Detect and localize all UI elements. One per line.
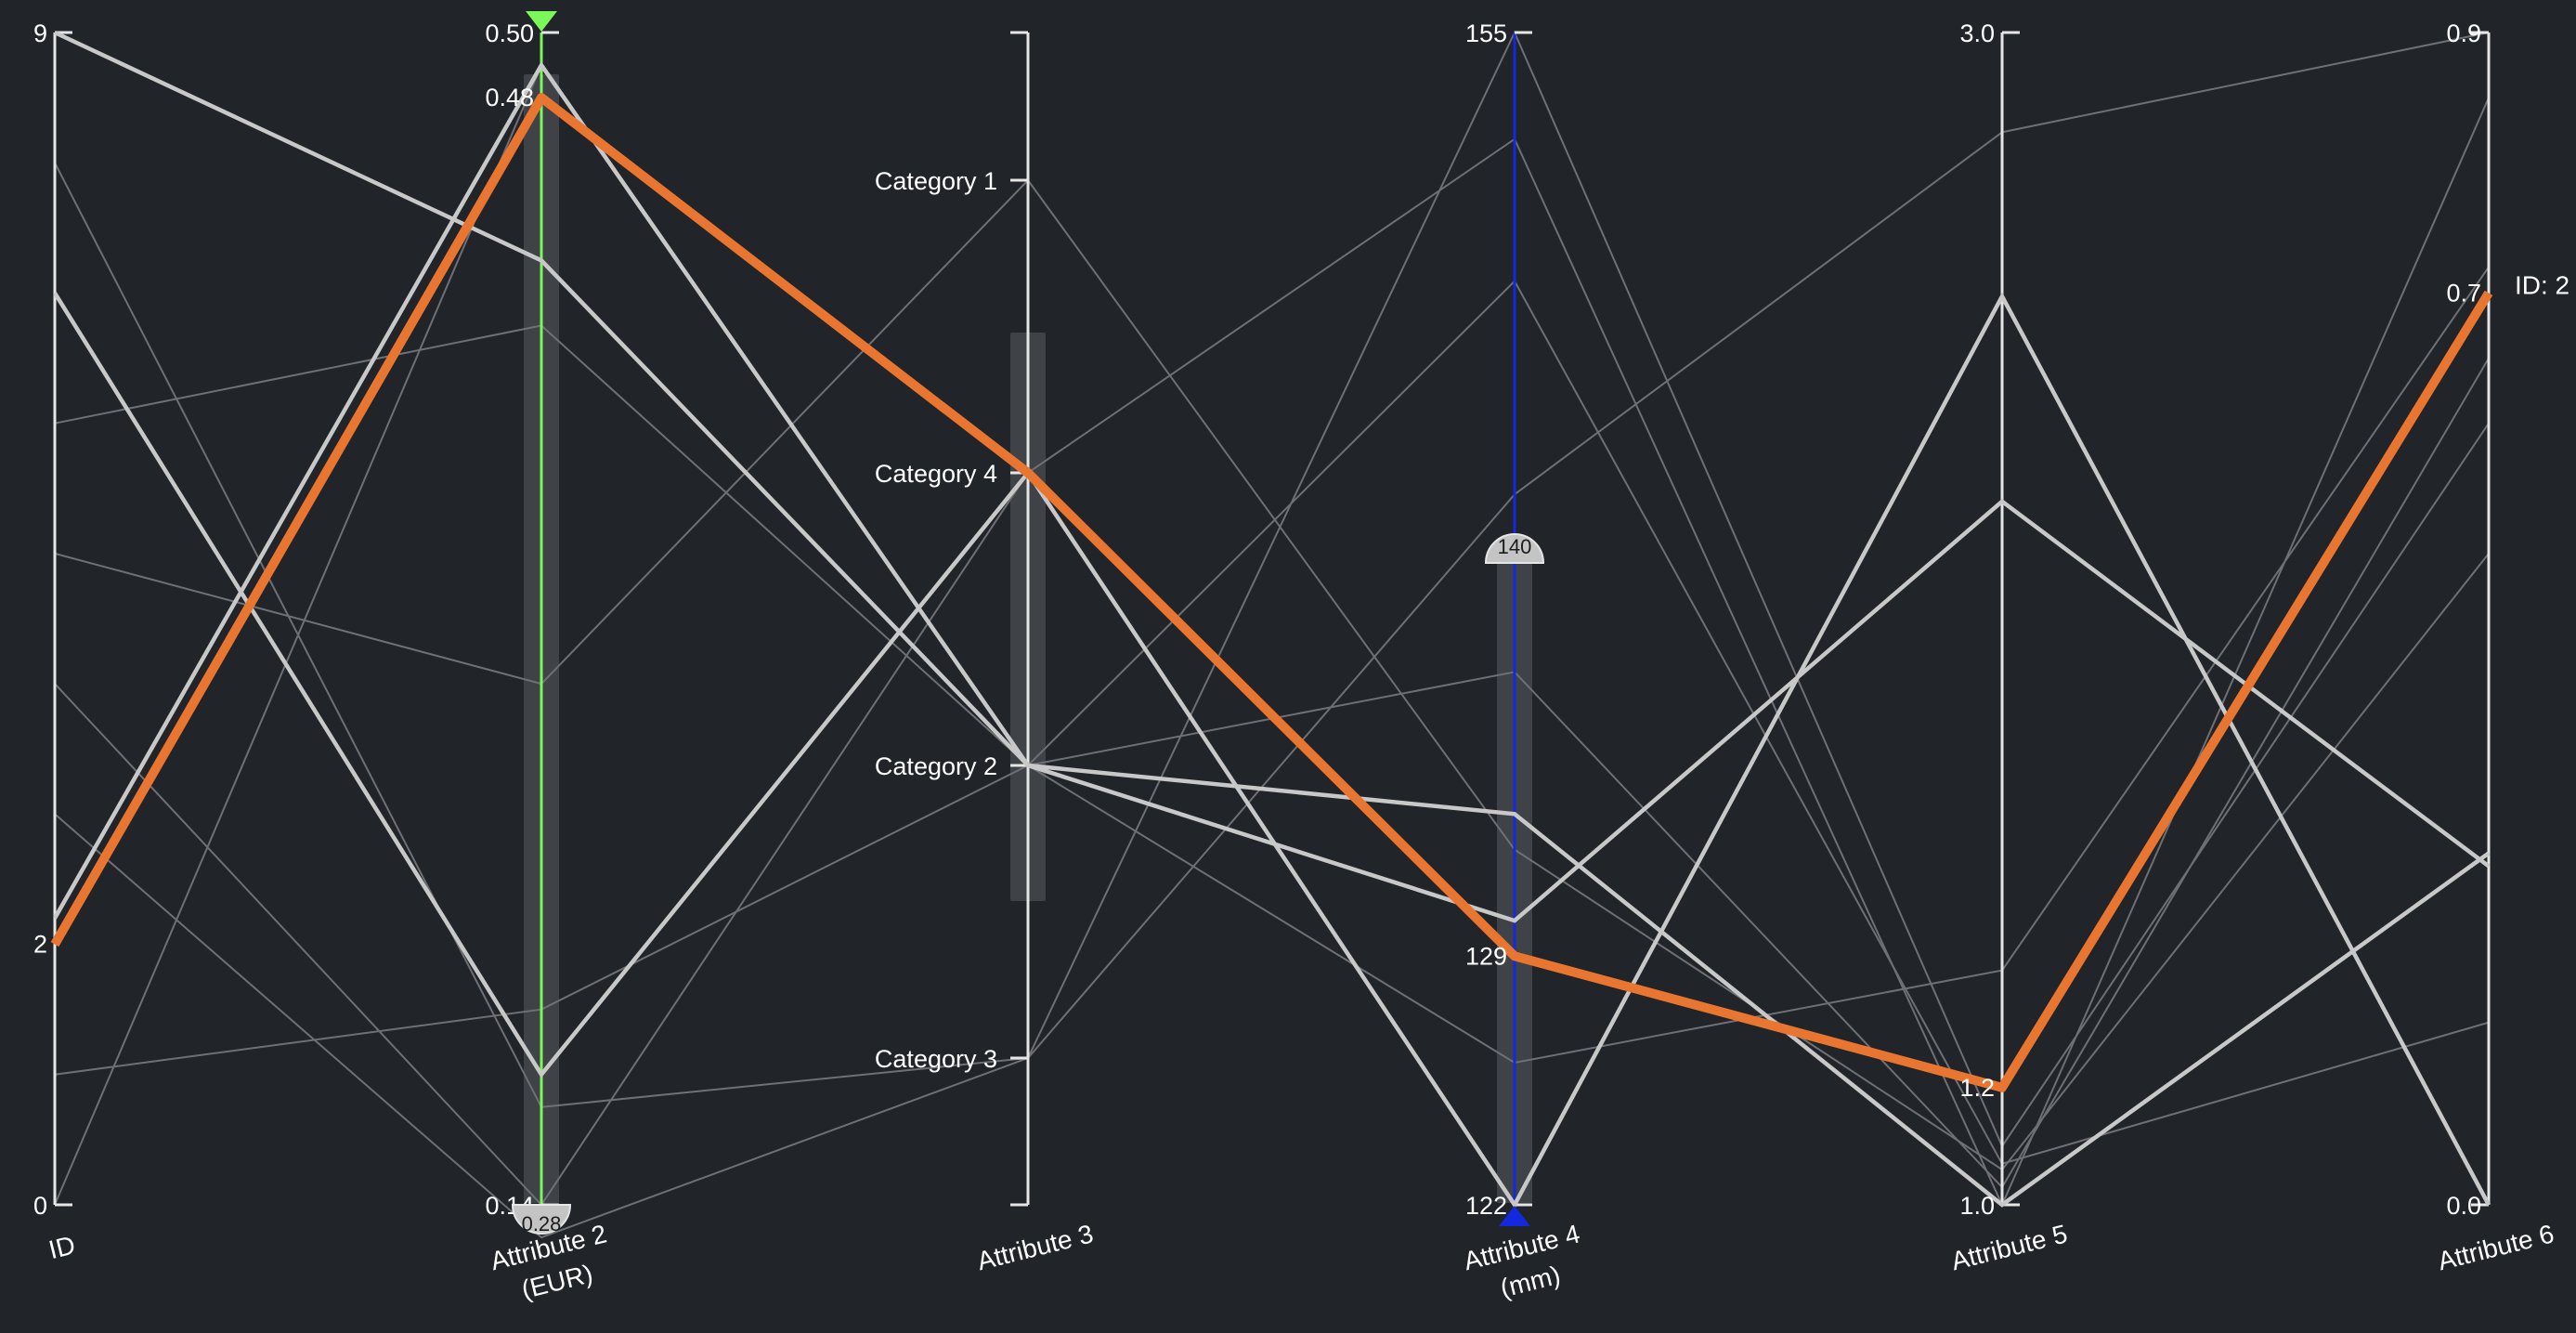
context-line-2: [54, 178, 2490, 1171]
a5-tick-label: 3.0: [1959, 20, 1995, 47]
category-label: Category 4: [875, 460, 997, 488]
category-label: Category 2: [875, 752, 997, 780]
id-tick-label: 0: [33, 1192, 47, 1220]
highlight-value-label: 1.2: [1959, 1074, 1995, 1102]
context-line-0: [54, 32, 2490, 1108]
context-lines: [54, 30, 2490, 1239]
a6-axis-title: Attribute 6: [2435, 1219, 2556, 1275]
a3-axis-title: Attribute 3: [974, 1219, 1096, 1275]
category-label: Category 3: [875, 1045, 997, 1073]
context-line-1: [54, 280, 2490, 1165]
axis-title-line: Attribute 4: [1461, 1219, 1582, 1275]
a4-tick-label: 122: [1465, 1192, 1507, 1220]
a6-tick-label: 0.0: [2446, 1192, 2481, 1220]
attribute-4-filter-triangle[interactable]: [1499, 1206, 1530, 1226]
context-line-6: [54, 30, 2490, 1239]
axis-title-line: ID: [46, 1230, 78, 1264]
a5-tick-label: 1.0: [1959, 1192, 1995, 1220]
a5-axis-title: Attribute 5: [1948, 1219, 2070, 1275]
a4-tick-label: 155: [1465, 20, 1507, 47]
highlight-value-label: 0.7: [2446, 279, 2481, 307]
category-label: Category 1: [875, 167, 997, 195]
highlight-value-label: 2: [33, 931, 47, 959]
highlight-line[interactable]: [50, 93, 2493, 1092]
attribute-2-filter-triangle[interactable]: [526, 11, 557, 32]
filter-handles: 0.28 140: [511, 11, 1545, 1235]
axis-title-line: (mm): [1497, 1261, 1563, 1303]
attribute-2-filter-handle[interactable]: 0.28: [511, 1204, 572, 1235]
foreground-lines: [53, 30, 2491, 1209]
highlight-id-label: ID: 2: [2515, 270, 2569, 299]
selected-line-1[interactable]: [53, 292, 2491, 1209]
axis-title-line: Attribute 6: [2435, 1219, 2556, 1275]
context-line-3: [54, 97, 2490, 1208]
context-line-4: [54, 63, 2490, 1206]
a4-axis-title: Attribute 4(mm): [1461, 1219, 1582, 1303]
context-line-5: [54, 266, 2490, 1076]
highlight-line-group: [50, 93, 2493, 1092]
id-tick-label: 9: [33, 20, 47, 47]
selected-line-2[interactable]: [54, 30, 2491, 1208]
highlight-value-label: 129: [1465, 942, 1507, 970]
attribute-4-filter-handle[interactable]: 140: [1484, 533, 1545, 564]
axis-title-line: Attribute 3: [974, 1219, 1096, 1275]
axis-title-line: Attribute 5: [1948, 1219, 2070, 1275]
axes: [53, 31, 2491, 1207]
a6-tick-label: 0.9: [2446, 20, 2481, 47]
attribute-2-handle-label: 0.28: [522, 1212, 562, 1235]
selected-line-0[interactable]: [53, 60, 2491, 923]
id-axis-title: ID: [46, 1230, 78, 1264]
attribute-4-handle-label: 140: [1498, 535, 1532, 558]
highlight-value-label: 0.48: [485, 84, 534, 111]
a2-tick-label: 0.50: [485, 20, 534, 47]
